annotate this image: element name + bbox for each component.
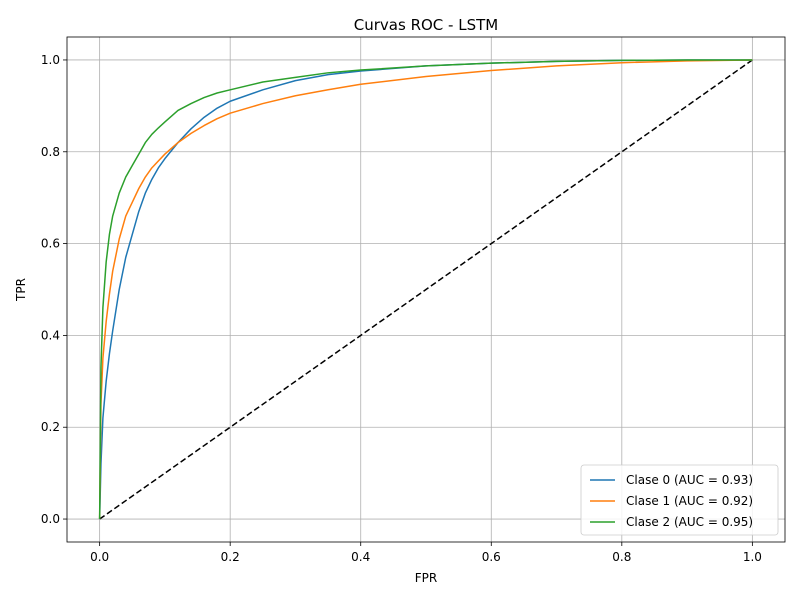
y-tick-label: 0.2 (41, 420, 60, 434)
y-tick-label: 0.8 (41, 145, 60, 159)
roc-curve-clase-1 (98, 59, 753, 520)
grid (67, 37, 785, 542)
legend-label: Clase 0 (AUC = 0.93) (626, 473, 753, 487)
x-tick-label: 0.8 (612, 550, 631, 564)
roc-curve-clase-2 (98, 59, 753, 520)
x-tick-label: 0.6 (482, 550, 501, 564)
plot-frame (66, 36, 786, 543)
x-tick-label: 0.4 (351, 550, 370, 564)
x-tick-label: 1.0 (743, 550, 762, 564)
y-tick-label: 0.4 (41, 328, 60, 342)
x-tick-label: 0.2 (221, 550, 240, 564)
y-tick-label: 0.6 (41, 237, 60, 251)
legend-label: Clase 1 (AUC = 0.92) (626, 494, 753, 508)
x-axis: 0.0 0.2 0.4 0.6 0.8 1.0 (90, 542, 762, 564)
x-axis-label: FPR (415, 571, 437, 585)
legend: Clase 0 (AUC = 0.93) Clase 1 (AUC = 0.92)… (580, 464, 779, 536)
y-tick-label: 0.0 (41, 512, 60, 526)
chart-title: Curvas ROC - LSTM (354, 16, 498, 34)
x-tick-label: 0.0 (90, 550, 109, 564)
y-tick-label: 1.0 (41, 53, 60, 67)
legend-box (580, 464, 779, 536)
y-axis: 0.0 0.2 0.4 0.6 0.8 1.0 (41, 53, 67, 526)
y-axis-label: TPR (14, 278, 28, 302)
chance-diagonal-line (99, 59, 753, 520)
plot-lines (98, 59, 753, 520)
legend-label: Clase 2 (AUC = 0.95) (626, 515, 753, 529)
